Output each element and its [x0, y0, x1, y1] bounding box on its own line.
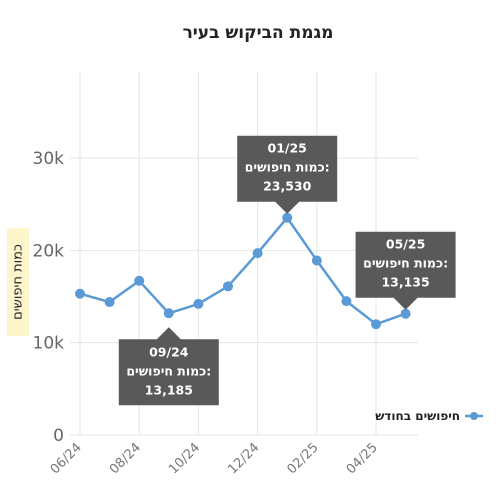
data-point[interactable] — [193, 298, 204, 309]
tooltips: 09/24 כמות חיפושים: 13,185 01/25 כמות חיפושי… — [118, 135, 456, 406]
tooltip-date: 05/25 — [386, 237, 425, 252]
tooltip-label: כמות חיפושים: — [245, 160, 330, 175]
y-axis-title-background — [7, 228, 29, 336]
x-tick-label: 10/24 — [166, 440, 203, 477]
y-tick-label: 10k — [33, 334, 65, 354]
data-point[interactable] — [252, 248, 263, 259]
y-tick-label: 0 — [53, 426, 64, 446]
data-point[interactable] — [282, 212, 293, 223]
tooltip-value: 13,135 — [381, 275, 429, 290]
data-point[interactable] — [400, 308, 411, 319]
legend[interactable]: חיפושים בחודש — [375, 409, 483, 423]
tooltip: 01/25 כמות חיפושים: 23,530 — [237, 135, 338, 214]
tooltip-box — [118, 327, 219, 406]
tooltip-date: 09/24 — [149, 344, 189, 359]
y-axis-title: כמות חיפושים — [7, 228, 29, 336]
tooltip: 05/25 כמות חיפושים: 13,135 — [355, 231, 456, 310]
data-point[interactable] — [223, 281, 233, 292]
data-point[interactable] — [163, 308, 174, 319]
data-point[interactable] — [311, 255, 322, 266]
data-point[interactable] — [75, 288, 85, 299]
legend-label: חיפושים בחודש — [375, 409, 460, 423]
x-tick-label: 12/24 — [225, 440, 262, 477]
x-tick-label: 08/24 — [107, 440, 144, 477]
tooltip-date: 01/25 — [268, 141, 307, 156]
tooltip-value: 13,185 — [145, 382, 193, 397]
legend-marker — [470, 412, 478, 420]
y-axis-ticks: 0 10k 20k 30k — [33, 149, 65, 446]
y-tick-label: 20k — [33, 241, 65, 261]
tooltip-label: כמות חיפושים: — [363, 256, 448, 271]
y-tick-label: 30k — [33, 149, 65, 169]
data-point[interactable] — [134, 275, 145, 286]
tooltip: 09/24 כמות חיפושים: 13,185 — [118, 327, 219, 406]
series-line — [75, 212, 411, 330]
tooltip-value: 23,530 — [263, 179, 312, 194]
tooltip-box — [237, 135, 338, 214]
x-tick-label: 04/25 — [344, 440, 381, 477]
y-axis-label: כמות חיפושים — [11, 244, 26, 320]
tooltip-label: כמות חיפושים: — [126, 363, 211, 378]
data-point[interactable] — [341, 296, 352, 307]
chart-title: מגמת הביקוש בעיר — [183, 23, 334, 43]
x-axis-ticks: 06/24 08/24 10/24 12/24 02/25 04/25 — [48, 440, 381, 477]
series-line-path — [79, 216, 407, 326]
data-point[interactable] — [104, 297, 115, 308]
tooltip-box — [355, 231, 456, 310]
data-point[interactable] — [371, 319, 381, 330]
x-tick-label: 02/25 — [285, 440, 322, 477]
